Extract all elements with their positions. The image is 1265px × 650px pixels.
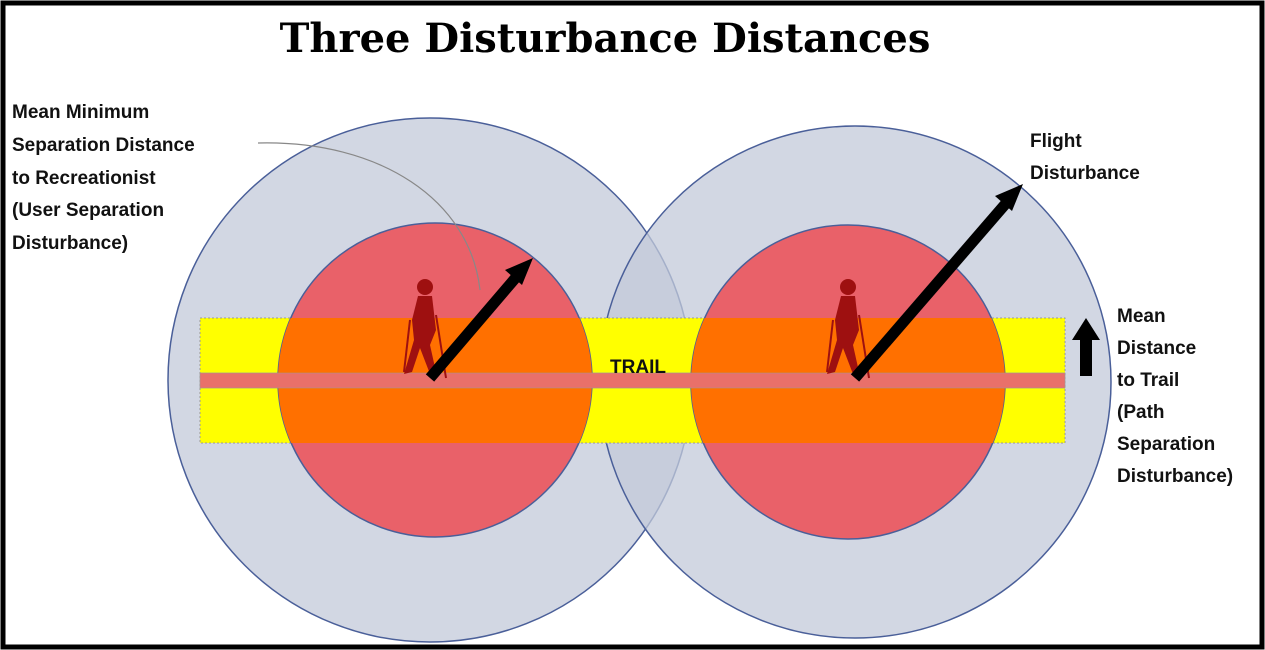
path-separation-label: Mean Distance to Trail (Path Separation … <box>1117 306 1233 487</box>
trail-edge <box>199 372 1066 389</box>
arrow-head <box>1072 318 1100 340</box>
user-separation-label: Mean Minimum Separation Distance to Recr… <box>12 102 200 254</box>
title: Three Disturbance Distances <box>280 15 931 62</box>
arrow-shaft <box>425 271 523 382</box>
flight-label: Flight Disturbance <box>1030 131 1140 184</box>
arrow-head <box>505 258 533 285</box>
trail-label: TRAIL <box>610 357 666 378</box>
arrow-head <box>995 184 1023 211</box>
hiker-left <box>403 279 447 379</box>
arrow-shaft <box>1080 338 1092 376</box>
arrow-shaft <box>850 197 1013 382</box>
leader-line <box>257 142 481 291</box>
